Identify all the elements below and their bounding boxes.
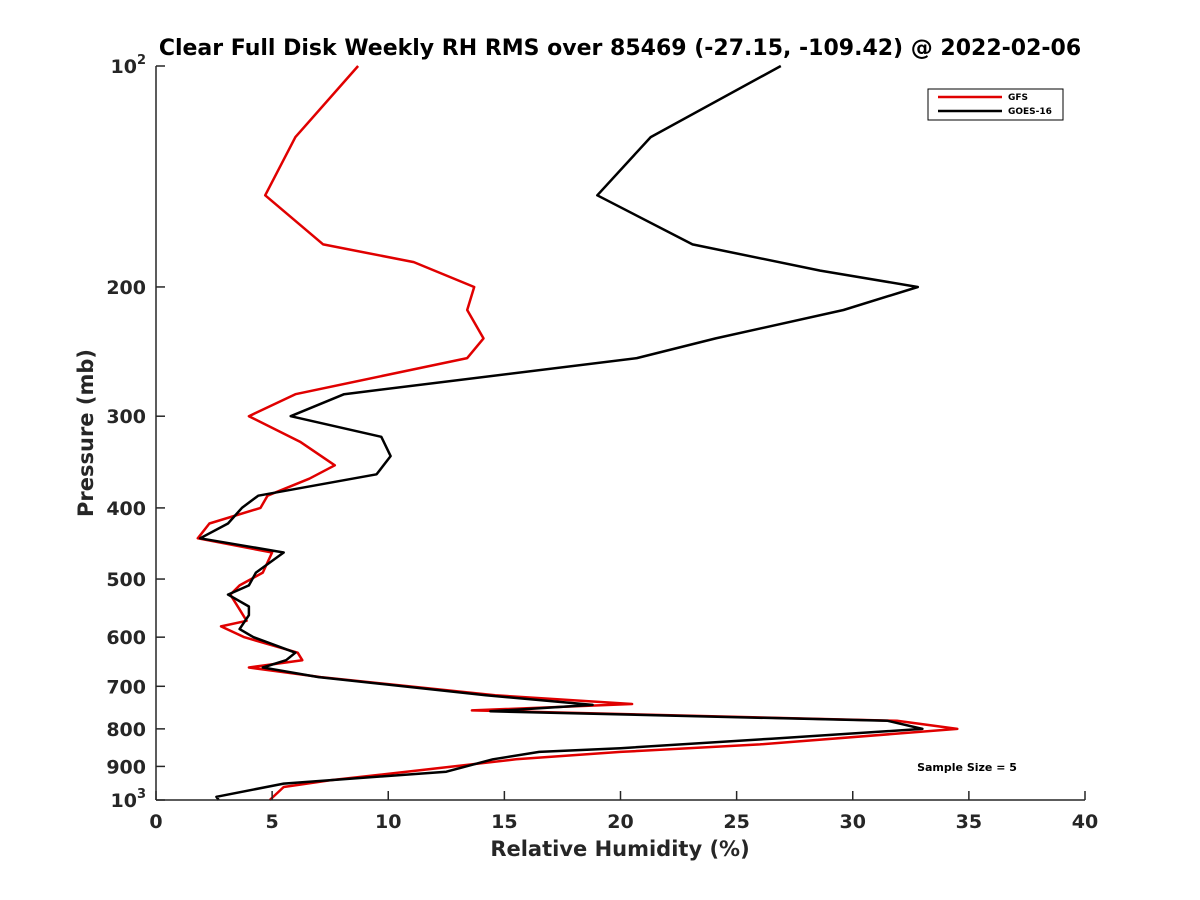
y-tick-label: 700 [106,676,146,698]
sample-size-annotation: Sample Size = 5 [917,761,1017,774]
x-tick-label: 30 [840,811,866,833]
y-tick-label: 800 [106,719,146,741]
chart-title: Clear Full Disk Weekly RH RMS over 85469… [159,36,1081,61]
x-axis-ticks: 0 5 10 15 20 25 30 35 40 [149,791,1098,833]
x-tick-label: 15 [491,811,517,833]
x-tick-label: 10 [375,811,401,833]
x-tick-label: 40 [1072,811,1098,833]
series-line-gfs [196,65,959,801]
y-tick-label: 300 [106,406,146,428]
y-tick-label: 400 [106,498,146,520]
legend: GFS GOES-16 [927,88,1064,121]
legend-label-gfs: GFS [1008,93,1028,103]
x-tick-label: 5 [266,811,279,833]
y-tick-label: 103 [111,787,147,812]
y-axis-label: Pressure (mb) [74,349,98,517]
series-line-goes-16 [198,64,924,801]
x-tick-label: 0 [149,811,162,833]
y-tick-label: 600 [106,627,146,649]
legend-box [927,88,1064,121]
y-tick-label: 102 [111,53,147,78]
plot-area [196,64,959,801]
y-tick-label: 200 [106,277,146,299]
legend-label-goes-16: GOES-16 [1008,107,1052,117]
x-axis-label: Relative Humidity (%) [490,837,749,861]
y-tick-label: 900 [106,756,146,778]
y-axis-ticks: 102 200 300 400 500 600 700 800 900 103 [106,53,165,812]
x-tick-label: 35 [956,811,982,833]
x-tick-label: 20 [607,811,633,833]
y-tick-label: 500 [106,569,146,591]
x-tick-label: 25 [723,811,749,833]
